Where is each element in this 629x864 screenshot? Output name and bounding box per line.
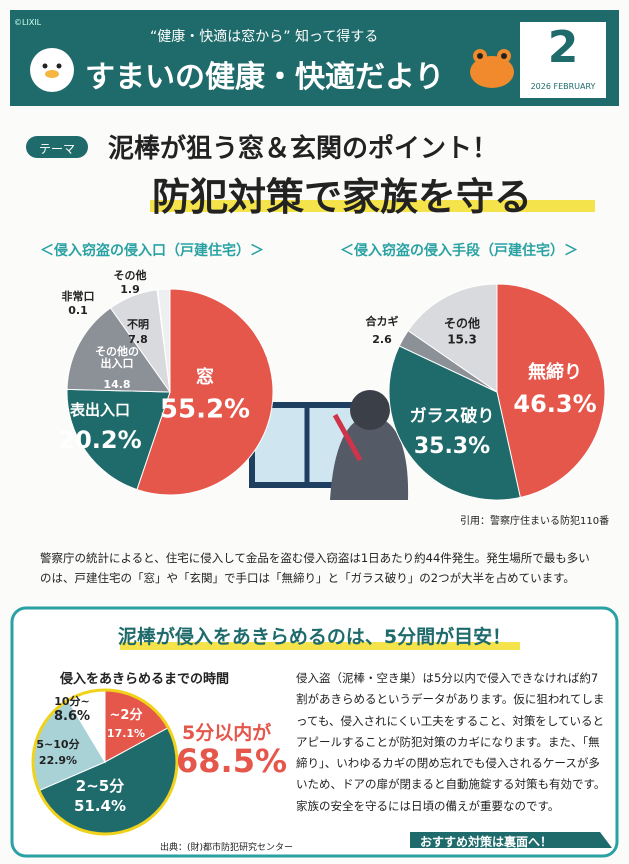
slice-name: 窓: [196, 367, 214, 389]
pie-title: ＜侵入窃盗の侵入手段（戸建住宅）＞: [340, 243, 578, 259]
slice-name: 10分~: [54, 694, 90, 708]
button[interactable]: おすすめ対策は裏面へ！: [420, 835, 553, 849]
slice-name: その他の出入口: [95, 344, 139, 370]
slice-name: その他: [113, 268, 147, 282]
pie-slice: [157, 288, 171, 393]
chart-title: 侵入をあきらめるまでの時間: [60, 672, 230, 687]
slice-value: 20.2%: [58, 425, 142, 454]
slice-value: 8.6%: [53, 708, 91, 724]
slice-value: 1.9: [120, 282, 140, 296]
slice-value: 22.9%: [38, 753, 78, 767]
theme-tag: テーマ: [38, 142, 75, 156]
intro: 警察庁の統計によると、住宅に侵入して金品を盗む侵入窃盗は1日あたり約44件発生。…: [40, 551, 590, 586]
slice-value: 7.8: [128, 332, 148, 346]
pie-slice: [388, 345, 521, 501]
source: 出典：(財)都市防犯研究センター: [160, 843, 294, 853]
callout-value: 68.5%: [176, 742, 288, 780]
theme-title: 防犯対策で家族を守る: [152, 175, 533, 219]
slice-value: 46.3%: [513, 389, 597, 418]
slice-name: その他: [443, 316, 481, 331]
pie-slice: [407, 283, 498, 393]
slice-name: 表出入口: [69, 400, 131, 419]
slice-value: 15.3: [447, 332, 477, 347]
slice-name: 合カギ: [365, 314, 399, 328]
pie-title: ＜侵入窃盗の侵入口（戸建住宅）＞: [40, 243, 264, 259]
slice-name: 2~5分: [75, 776, 125, 795]
callout-label: 5分以内が: [182, 722, 272, 744]
slice-name: 無締り: [528, 362, 582, 384]
slice-value: 0.1: [68, 303, 88, 317]
issue: 2: [547, 22, 579, 73]
body: 侵入盗（泥棒・空き巣）は5分以内で侵入できなければ約7割があきらめるというデータ…: [296, 671, 606, 813]
source: 引用：警察庁住まいる防犯110番: [460, 516, 610, 527]
slice-value: 35.3%: [413, 433, 491, 459]
slice-value: 55.2%: [159, 394, 251, 425]
header-title: すまいの健康・快適だより: [85, 60, 445, 95]
slice-value: 14.8: [103, 377, 131, 391]
slice-name: 5~10分: [36, 737, 80, 751]
section-title: 泥棒が侵入をあきらめるのは、5分間が目安！: [117, 626, 512, 648]
pie-slice: [66, 388, 171, 491]
slice-name: 非常口: [61, 289, 95, 303]
slice-name: ガラス破り: [409, 406, 495, 427]
slice-value: 51.4%: [73, 796, 127, 815]
pie-slice: [136, 288, 274, 496]
tagline: “健康・快適は窓から” 知って得する: [150, 29, 379, 45]
date: 2026 FEBRUARY: [530, 82, 596, 91]
pie-slice: [66, 307, 171, 393]
slice-name: 不明: [127, 317, 149, 331]
pie-slice: [496, 283, 606, 499]
slice-value: 17.1%: [106, 726, 146, 740]
slice-value: 2.6: [372, 332, 392, 346]
slice-name: ~2分: [109, 707, 143, 723]
pie-outline: [31, 688, 179, 836]
headline: 泥棒が狙う窓＆玄関のポイント！: [108, 134, 499, 164]
brand: ©LIXIL: [14, 18, 42, 27]
